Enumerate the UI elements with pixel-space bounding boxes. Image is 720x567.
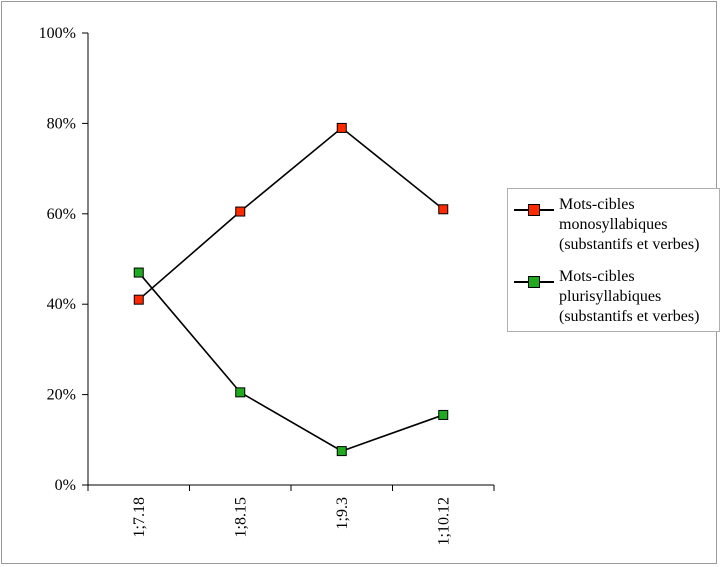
- data-point-marker: [438, 204, 449, 215]
- y-tick-label: 0%: [55, 477, 76, 494]
- legend-marker-monosyllabic: [528, 204, 540, 216]
- data-point-marker: [336, 122, 347, 133]
- legend-label-monosyllabic: Mots-cibles monosyllabiques (substantifs…: [559, 195, 720, 255]
- legend: Mots-cibles monosyllabiques (substantifs…: [507, 188, 720, 332]
- labels-layer: 0% 20% 40% 60% 80% 100% 1;7.18 1;8.15 1;9.3 1;10.…: [39, 25, 453, 545]
- y-tick-label: 100%: [39, 25, 76, 42]
- series-layer: [133, 122, 449, 457]
- y-tick-label: 20%: [47, 387, 76, 404]
- x-tick-label: 1;10.12: [435, 497, 452, 545]
- data-point-marker: [336, 446, 347, 457]
- y-tick-label: 80%: [47, 115, 76, 132]
- x-tick-label: 1;7.18: [131, 497, 148, 537]
- legend-key-monosyllabic: [514, 204, 554, 216]
- data-point-marker: [133, 267, 144, 278]
- data-point-marker: [133, 294, 144, 305]
- legend-label-line: (substantifs et verbes): [559, 308, 700, 325]
- legend-marker-plurisyllabic: [528, 276, 540, 288]
- data-point-marker: [438, 409, 449, 420]
- axes: [82, 32, 495, 491]
- data-point-marker: [235, 387, 246, 398]
- series-line-0: [138, 126, 444, 301]
- x-tick-label: 1;8.15: [232, 497, 249, 537]
- data-point-marker: [235, 206, 246, 217]
- legend-key-plurisyllabic: [514, 276, 554, 288]
- y-tick-label: 40%: [47, 296, 76, 313]
- x-tick-label: 1;9.3: [334, 497, 351, 529]
- legend-label-plurisyllabic: Mots-cibles plurisyllabiques (substantif…: [559, 267, 720, 327]
- y-tick-label: 60%: [47, 206, 76, 223]
- legend-label-line: Mots-cibles: [559, 196, 635, 213]
- series-line-1: [138, 272, 444, 452]
- legend-label-line: plurisyllabiques: [559, 288, 662, 305]
- legend-label-line: Mots-cibles: [559, 268, 635, 285]
- legend-label-line: monosyllabiques: [559, 216, 668, 233]
- legend-label-line: (substantifs et verbes): [559, 236, 700, 253]
